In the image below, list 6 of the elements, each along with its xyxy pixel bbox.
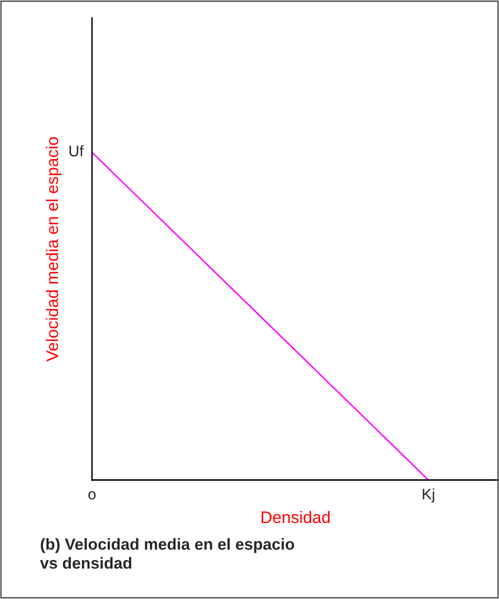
annotation: Uf — [70, 145, 84, 156]
x-tick-label: o — [88, 491, 96, 500]
y-axis-title: Velocidad media en el espacio — [46, 137, 62, 362]
x-axis-title: Densidad — [262, 510, 330, 524]
text: (b) Velocidad media en el espacio vs densidad — [40, 538, 294, 569]
x-tick-label: Kj — [422, 488, 434, 503]
